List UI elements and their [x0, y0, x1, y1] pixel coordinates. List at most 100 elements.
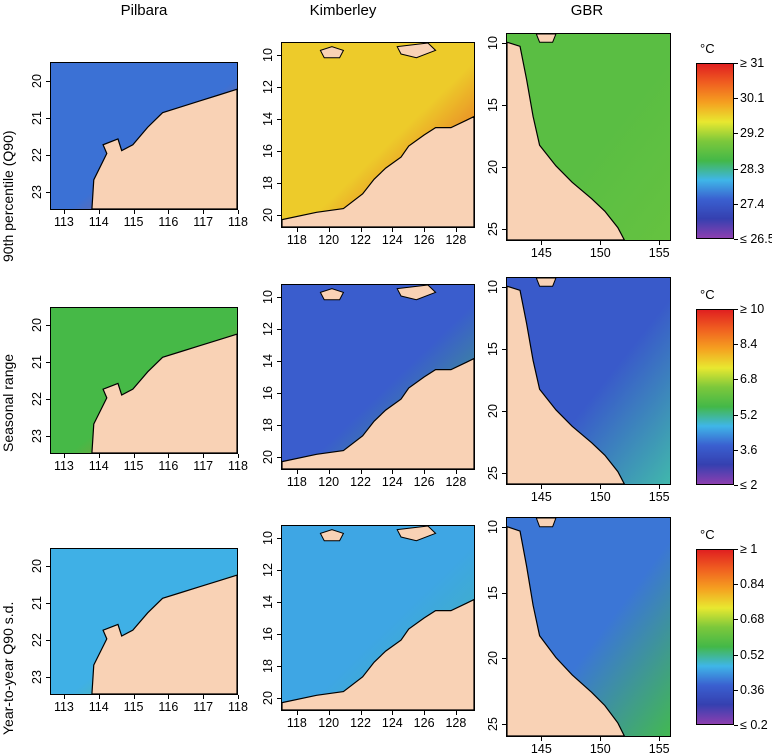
x-tick-label: 115 [123, 700, 144, 714]
y-tick-mark [277, 601, 281, 603]
y-tick-label: 15 [486, 341, 500, 356]
colorbar-label: 8.4 [740, 337, 758, 352]
y-tick-label: 20 [30, 318, 44, 333]
x-tick-label: 126 [413, 233, 435, 247]
y-tick-mark [277, 151, 281, 153]
y-tick-label: 10 [261, 289, 275, 304]
x-tick-label: 116 [158, 215, 179, 229]
land-mass [507, 42, 624, 240]
colorbar-tick [734, 654, 738, 656]
y-tick-mark [277, 183, 281, 185]
y-tick-mark [277, 54, 281, 56]
y-tick-label: 20 [486, 651, 500, 666]
x-tick-label: 118 [228, 215, 248, 229]
x-tick-mark [392, 228, 394, 232]
y-tick-mark [277, 666, 281, 668]
colorbar-label: ≥ 10 [740, 302, 765, 316]
y-tick-mark [46, 325, 50, 327]
colorbar-label: 27.4 [740, 196, 765, 211]
y-tick-mark [277, 537, 281, 539]
x-tick-label: 155 [648, 246, 670, 260]
x-tick-mark [424, 470, 426, 474]
x-tick-mark [98, 210, 100, 214]
colorbar-tick [734, 239, 738, 240]
y-tick-mark [277, 425, 281, 427]
island [320, 289, 343, 300]
colorbar-tick [734, 584, 738, 586]
x-tick-label: 117 [193, 459, 214, 473]
x-tick-label: 124 [381, 233, 403, 247]
y-tick-mark [277, 698, 281, 700]
x-tick-mark [541, 241, 543, 245]
x-tick-mark [360, 470, 362, 474]
x-tick-label: 155 [648, 490, 670, 504]
x-tick-mark [133, 695, 135, 699]
y-tick-label: 14 [261, 112, 275, 126]
x-tick-mark [203, 210, 205, 214]
colorbar-tick [734, 485, 738, 486]
colorbar-tick [734, 689, 738, 691]
row-title-q90-sd: Year-to-year Q90 s.d. [0, 601, 16, 735]
x-tick-label: 113 [53, 459, 74, 473]
x-tick-mark [98, 695, 100, 699]
y-tick-mark [46, 398, 50, 400]
island [320, 47, 343, 58]
y-tick-label: 14 [261, 595, 275, 609]
column-title-gbr: GBR [570, 2, 604, 19]
y-tick-mark [46, 603, 50, 605]
y-tick-mark [502, 228, 506, 230]
x-tick-label: 122 [350, 716, 371, 730]
land-mass [92, 89, 237, 209]
x-tick-label: 117 [193, 215, 214, 229]
island [397, 526, 435, 541]
x-tick-label: 150 [589, 490, 611, 504]
y-tick-label: 20 [486, 403, 500, 418]
y-tick-label: 12 [261, 321, 275, 336]
colorbar-tick [734, 549, 738, 550]
y-tick-label: 20 [261, 691, 275, 706]
x-tick-label: 115 [123, 459, 144, 473]
x-tick-mark [455, 228, 457, 232]
x-tick-mark [424, 711, 426, 715]
x-tick-label: 145 [530, 490, 552, 504]
heatmap-panel-kimberley-row1 [281, 42, 475, 228]
x-tick-mark [133, 210, 135, 214]
y-tick-mark [277, 215, 281, 217]
y-tick-mark [277, 569, 281, 571]
colorbar-label: 30.1 [740, 91, 765, 106]
colorbar-label: ≤ 26.5 [740, 232, 772, 246]
y-tick-mark [46, 117, 50, 119]
x-tick-mark [238, 210, 239, 214]
y-tick-mark [46, 191, 50, 193]
y-tick-label: 12 [261, 562, 275, 577]
x-tick-label: 118 [286, 716, 307, 730]
land-mass [92, 334, 237, 453]
x-tick-label: 118 [286, 233, 307, 247]
colorbar-tick [734, 414, 738, 416]
y-tick-label: 10 [486, 520, 500, 535]
x-tick-label: 145 [530, 246, 552, 260]
y-tick-label: 18 [261, 418, 275, 433]
y-tick-mark [502, 527, 506, 529]
colorbar-label: 0.84 [740, 577, 765, 592]
x-tick-mark [455, 470, 457, 474]
y-tick-mark [502, 286, 506, 288]
heatmap-panel-pilbara-row3 [50, 548, 238, 695]
y-tick-label: 18 [261, 176, 275, 191]
x-tick-label: 128 [445, 475, 467, 489]
colorbar-unit: °C [700, 527, 715, 542]
x-tick-mark [133, 454, 135, 458]
island [320, 530, 343, 541]
colorbar-label: ≤ 0.2 [740, 718, 768, 732]
y-tick-mark [277, 118, 281, 120]
y-tick-mark [277, 393, 281, 395]
colorbar-label: 0.52 [740, 647, 765, 662]
colorbar-unit: °C [700, 287, 715, 302]
y-tick-label: 20 [486, 159, 500, 174]
y-tick-mark [46, 154, 50, 156]
colorbar-tick [734, 619, 738, 621]
y-tick-label: 23 [30, 669, 44, 684]
y-tick-label: 20 [30, 73, 44, 88]
y-tick-mark [277, 328, 281, 330]
y-tick-mark [502, 104, 506, 106]
